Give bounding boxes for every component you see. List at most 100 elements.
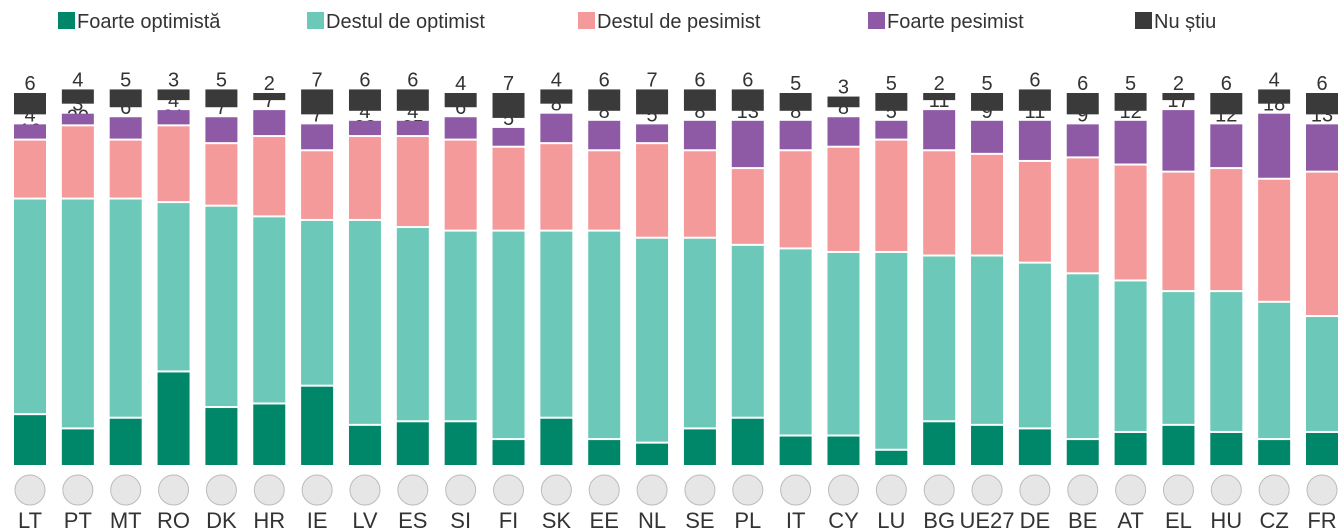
bar-segment — [1018, 263, 1051, 428]
bar-segment — [444, 140, 477, 230]
data-label: 6 — [359, 69, 370, 91]
data-label: 4 — [72, 69, 83, 91]
bar-segment — [1210, 169, 1243, 291]
bar-segment — [923, 422, 956, 465]
bar-segment — [1258, 179, 1291, 301]
bar-segment — [1258, 89, 1291, 104]
bar-segment — [827, 436, 860, 465]
bar-segment — [1210, 93, 1243, 115]
data-label: 7 — [312, 104, 323, 126]
bar-segment — [1162, 425, 1195, 465]
data-label: 6 — [120, 97, 131, 119]
flag — [445, 474, 477, 506]
flag — [1067, 474, 1099, 506]
bar-segment — [875, 252, 908, 449]
flag — [971, 474, 1003, 506]
bar-segment — [444, 422, 477, 465]
flag — [732, 474, 764, 506]
data-label: 5 — [120, 69, 131, 91]
bar-segment — [779, 120, 812, 150]
data-label: 5 — [216, 69, 227, 91]
data-label: 8 — [599, 101, 610, 123]
x-tick-label: AT — [1117, 508, 1143, 531]
data-label: 4 — [359, 101, 370, 123]
bar-segment — [109, 418, 142, 465]
bar-segment — [588, 231, 621, 439]
bar-segment — [253, 93, 286, 101]
bar-segment — [636, 144, 669, 237]
x-tick-label: EL — [1165, 508, 1192, 531]
flag — [205, 474, 237, 506]
bar-segment — [683, 429, 716, 465]
data-label: 6 — [24, 73, 35, 95]
bar-segment — [1114, 165, 1147, 280]
data-label: 2 — [1173, 73, 1184, 95]
bar-segment — [779, 151, 812, 248]
bar-segment — [731, 89, 764, 111]
bar-segment — [396, 422, 429, 465]
bar-segment — [1306, 124, 1338, 171]
flag — [1115, 474, 1147, 506]
x-tick-label: SI — [450, 508, 471, 531]
flag — [253, 474, 285, 506]
data-label: 7 — [312, 69, 323, 91]
bar-segment — [923, 151, 956, 255]
bar-segment — [1018, 161, 1051, 262]
bar-segment — [301, 220, 334, 385]
bar-segment — [636, 443, 669, 465]
bar-segment — [1306, 317, 1338, 431]
data-label: 3 — [72, 94, 83, 116]
data-label: 6 — [1221, 73, 1232, 95]
data-label: 4 — [24, 104, 35, 126]
bar-segment — [205, 206, 238, 407]
flag — [636, 474, 668, 506]
flag — [827, 474, 859, 506]
bar-segment — [875, 93, 908, 111]
bar-segment — [540, 231, 573, 417]
data-label: 8 — [838, 97, 849, 119]
bar-segment — [444, 231, 477, 421]
bar-segment — [61, 113, 94, 125]
data-label: 8 — [790, 101, 801, 123]
bar-segment — [205, 144, 238, 205]
x-tick-label: CY — [828, 508, 859, 531]
bar-segment — [396, 89, 429, 111]
legend-label: Foarte optimistă — [77, 11, 221, 33]
bar-segment — [923, 110, 956, 150]
bar-segment — [683, 151, 716, 237]
flag — [1258, 474, 1290, 506]
bar-segment — [1258, 440, 1291, 465]
data-label: 5 — [981, 73, 992, 95]
data-label: 6 — [742, 69, 753, 91]
x-tick-label: LV — [352, 508, 378, 531]
legend-label: Nu știu — [1154, 11, 1216, 33]
bar-segment — [301, 124, 334, 150]
bar-segment — [636, 124, 669, 143]
data-label: 5 — [1125, 73, 1136, 95]
bar-segment — [14, 93, 46, 115]
bar-segment — [1114, 93, 1147, 111]
data-label: 5 — [886, 73, 897, 95]
data-label: 6 — [1029, 69, 1040, 91]
data-label: 9 — [1077, 104, 1088, 126]
bar-segment — [875, 120, 908, 139]
data-label: 7 — [647, 69, 658, 91]
data-label: 3 — [168, 69, 179, 91]
bar-segment — [971, 93, 1004, 111]
x-tick-label: EE — [590, 508, 619, 531]
flag — [540, 474, 572, 506]
flag — [14, 474, 46, 506]
data-label: 4 — [407, 101, 418, 123]
bar-segment — [827, 147, 860, 251]
bar-segment — [1018, 429, 1051, 465]
data-label: 6 — [407, 69, 418, 91]
bar-segment — [1114, 432, 1147, 465]
bar-segment — [492, 440, 525, 465]
data-label: 4 — [168, 90, 179, 112]
bar-segment — [1210, 292, 1243, 431]
bar-segment — [205, 408, 238, 465]
bar-segment — [1066, 158, 1099, 273]
data-label: 2 — [934, 73, 945, 95]
flag — [301, 474, 333, 506]
